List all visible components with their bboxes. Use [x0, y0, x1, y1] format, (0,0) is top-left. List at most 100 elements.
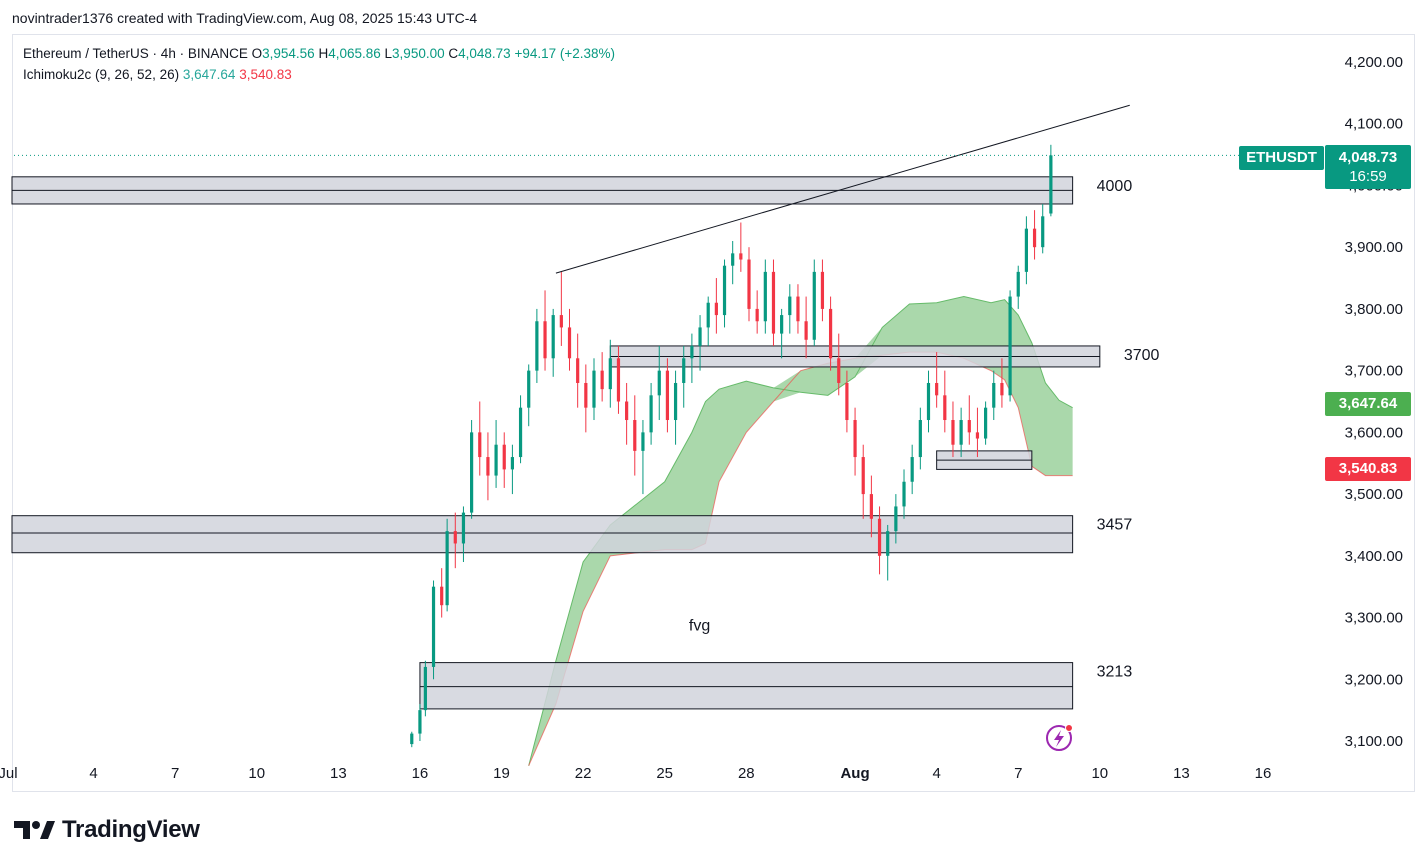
candle-body [502, 444, 506, 470]
fvg-annotation: fvg [689, 618, 710, 635]
y-tick-label: 3,100.00 [1345, 733, 1403, 750]
high-label: H [318, 46, 329, 61]
candle-body [584, 382, 588, 408]
candle-body [869, 494, 873, 519]
lightning-icon [1046, 724, 1073, 751]
x-tick-label: 4 [89, 765, 97, 782]
candle-body [633, 420, 637, 451]
candle-body [616, 358, 621, 402]
candle-body [1008, 296, 1012, 396]
candle-body [461, 512, 466, 544]
last-price-tag: 4,048.73 16:59 [1325, 145, 1411, 189]
candle-body [951, 420, 955, 445]
candle-body [478, 432, 482, 458]
y-tick-label: 4,100.00 [1345, 116, 1403, 133]
x-tick-label: 10 [1091, 765, 1108, 782]
y-tick-label: 3,800.00 [1345, 301, 1403, 318]
candle-body [625, 401, 629, 421]
low-value: 3,950.00 [392, 46, 445, 61]
candle-body [445, 531, 449, 606]
x-tick-label: 13 [1173, 765, 1190, 782]
candle-body [1049, 155, 1053, 214]
candle-body [518, 407, 523, 458]
candle-body [796, 296, 800, 322]
candle-body [470, 432, 474, 513]
candle-body [820, 271, 825, 309]
cloud-upper-tag: 3,647.64 [1325, 392, 1411, 416]
y-tick-label: 3,300.00 [1345, 610, 1403, 627]
candle-body [967, 420, 971, 433]
candle-body [771, 271, 776, 334]
open-value: 3,954.56 [262, 46, 315, 61]
candle-body [690, 345, 694, 359]
candle-body [698, 327, 702, 346]
zone-label: 3457 [1097, 517, 1133, 534]
axes: 4,200.004,100.004,000.003,900.003,800.00… [0, 54, 1403, 782]
indicator-legend[interactable]: Ichimoku2c (9, 26, 52, 26) 3,647.64 3,54… [23, 67, 292, 82]
candle-body [527, 370, 531, 408]
indicator-title: Ichimoku2c (9, 26, 52, 26) [23, 67, 180, 82]
candle-body [845, 382, 849, 421]
bar-countdown: 16:59 [1349, 168, 1387, 185]
candle-body [1024, 228, 1028, 272]
candle-body [992, 382, 996, 408]
candle-body [559, 315, 563, 328]
candle-body [731, 253, 735, 266]
y-tick-label: 4,200.00 [1345, 54, 1403, 71]
candle-body [665, 370, 670, 421]
x-tick-label: 16 [412, 765, 429, 782]
candle-body [649, 395, 653, 433]
candle-body [706, 302, 710, 328]
tradingview-logo[interactable]: TradingView [14, 816, 200, 844]
candle-body [780, 315, 784, 334]
candle-body [739, 253, 743, 260]
zone-box [11, 515, 1074, 554]
candle-body [551, 315, 555, 359]
candle-body [592, 370, 596, 408]
symbol-tag: ETHUSDT [1239, 146, 1324, 170]
candle-body [943, 395, 947, 421]
support-resistance-zones: 4000 3700 3457 3213 [11, 176, 1160, 710]
candle-body [673, 382, 678, 421]
candle-body [959, 420, 963, 445]
candle-body [567, 327, 572, 359]
x-tick-label: 13 [330, 765, 347, 782]
candle-body [486, 457, 490, 476]
chart-credit: novintrader1376 created with TradingView… [12, 10, 478, 26]
zone-label: 4000 [1097, 178, 1133, 195]
last-price-value: 4,048.73 [1338, 149, 1398, 166]
y-tick-label: 3,400.00 [1345, 548, 1403, 565]
x-tick-label: 28 [738, 765, 755, 782]
candle-body [975, 432, 980, 439]
candle-body [494, 444, 498, 476]
symbol-title: Ethereum / TetherUS · 4h · BINANCE [23, 46, 248, 61]
candle-body [877, 518, 882, 556]
drawings: fvg [14, 104, 1239, 751]
brand-name: TradingView [62, 816, 200, 843]
low-label: L [384, 46, 393, 61]
candle-body [812, 271, 816, 340]
candle-body [894, 506, 898, 532]
candle-body [722, 265, 727, 316]
cloud-lower-tag: 3,540.83 [1325, 457, 1411, 481]
candle-body [423, 666, 427, 711]
candle-body [535, 321, 539, 371]
zone-label: 3213 [1097, 664, 1133, 681]
candle-body [853, 420, 857, 458]
candle-body [861, 457, 865, 495]
candle-body [657, 370, 661, 396]
candle-body [755, 308, 759, 322]
candle-body [576, 358, 580, 383]
candle-body [431, 586, 436, 667]
y-tick-label: 3,500.00 [1345, 486, 1403, 503]
candle-body [1032, 228, 1037, 248]
candle-body [926, 382, 931, 421]
x-tick-label: 19 [493, 765, 510, 782]
senkou-span-a [528, 296, 1073, 766]
tradingview-logo-icon [14, 821, 55, 839]
candle-body [1000, 382, 1004, 396]
y-tick-label: 3,900.00 [1345, 239, 1403, 256]
candle-body [984, 407, 988, 439]
candle-body [440, 586, 444, 606]
